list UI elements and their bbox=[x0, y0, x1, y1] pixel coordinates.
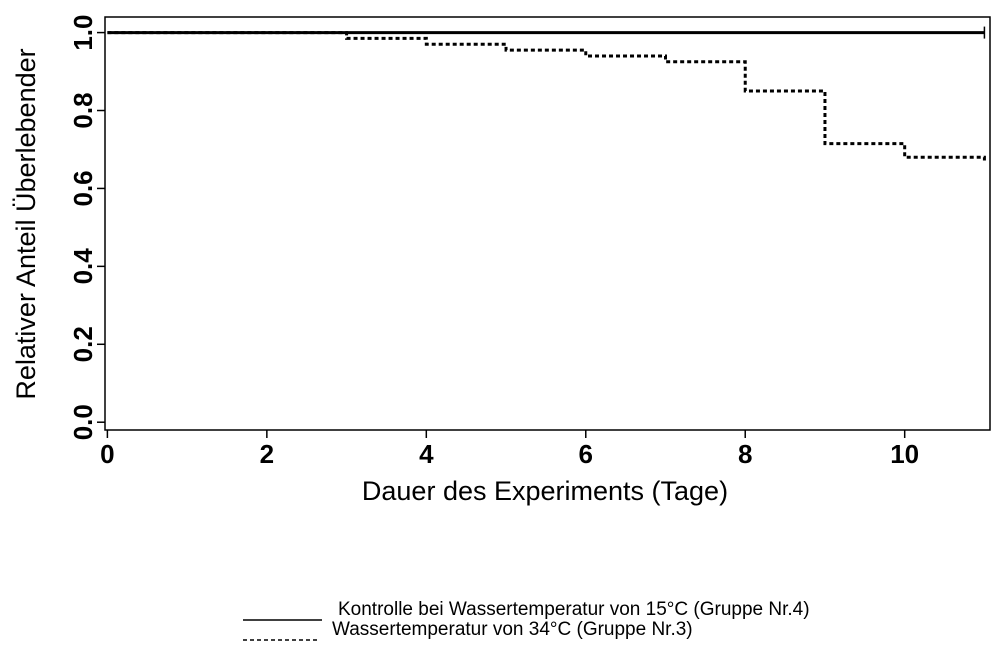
y-tick-label: 0.2 bbox=[68, 326, 98, 362]
legend-label: Wassertemperatur von 34°C (Gruppe Nr.3) bbox=[332, 619, 693, 640]
legend-label: Kontrolle bei Wassertemperatur von 15°C … bbox=[338, 599, 810, 620]
x-tick-label: 0 bbox=[100, 439, 114, 469]
y-tick-label: 0.4 bbox=[68, 248, 98, 285]
y-tick-label: 0.6 bbox=[68, 170, 98, 206]
plot-frame bbox=[104, 16, 991, 431]
survival-line bbox=[107, 31, 986, 162]
x-axis-title: Dauer des Experiments (Tage) bbox=[362, 476, 728, 506]
x-tick-label: 4 bbox=[419, 439, 434, 469]
y-tick-label: 0.0 bbox=[68, 404, 98, 440]
x-tick-label: 6 bbox=[579, 439, 593, 469]
x-tick-label: 10 bbox=[890, 439, 919, 469]
y-axis-title: Relativer Anteil Überlebender bbox=[11, 48, 41, 399]
y-tick-label: 0.8 bbox=[68, 92, 98, 128]
y-tick-label: 1.0 bbox=[68, 15, 98, 51]
x-tick-label: 8 bbox=[738, 439, 752, 469]
x-tick-label: 2 bbox=[260, 439, 274, 469]
